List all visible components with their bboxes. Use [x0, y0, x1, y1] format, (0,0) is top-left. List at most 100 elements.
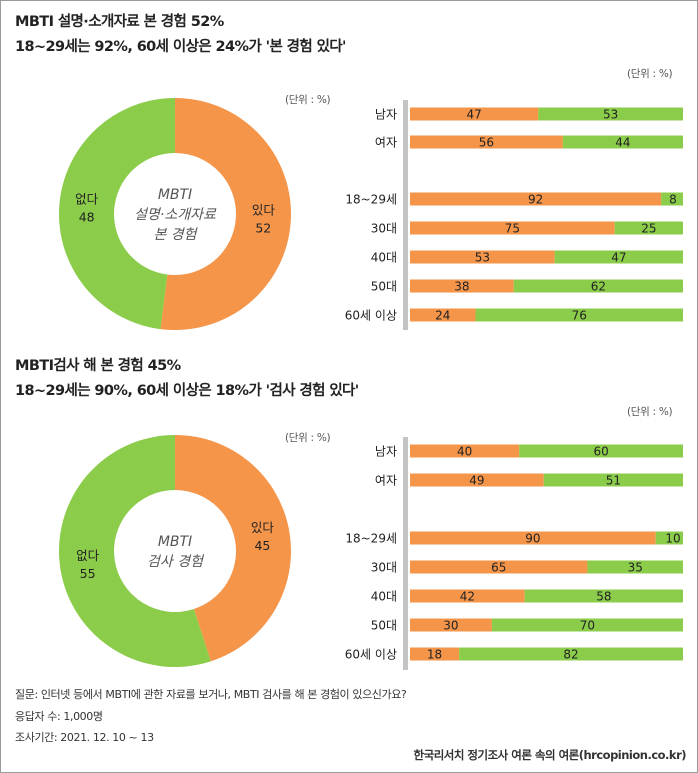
chart1-bars-bar-yes: [410, 107, 539, 121]
chart1-bars-bar-no-label: 8: [669, 193, 677, 207]
chart2-bars-bar-no: [519, 444, 683, 458]
chart2-bars-category-label: 18~29세: [345, 532, 397, 546]
chart1-bars-category-label: 18~29세: [345, 193, 397, 207]
chart2-bars-bar-no-label: 58: [596, 590, 611, 604]
chart2-bars-category-label: 남자: [375, 445, 397, 459]
chart2-bars-category-label: 40대: [371, 590, 397, 604]
chart2-pie-center-label: MBTI: [158, 534, 192, 550]
chart2-pie-slice-value: 55: [80, 566, 96, 581]
chart2-bars-bar-yes-label: 18: [427, 648, 442, 662]
chart1-pie-slice-label: 있다: [252, 203, 276, 218]
chart2-title: MBTI검사 해 본 경험 45%: [15, 358, 181, 374]
chart1-bars-bar-no: [661, 192, 683, 206]
chart2-bars-bar-yes: [410, 589, 525, 603]
chart1-bars-bar-no-label: 44: [615, 136, 630, 150]
chart1-bars-bar-no: [614, 221, 683, 235]
chart1-bars-bar-yes: [410, 308, 476, 322]
chart1-bars-bar-yes-label: 56: [479, 136, 494, 150]
chart1-bars-category-label: 여자: [375, 136, 397, 150]
chart1-pie-slice-no: [59, 98, 175, 330]
chart1-bars-bar-yes-label: 47: [467, 108, 482, 122]
chart1-bars-category-label: 30대: [371, 222, 397, 236]
chart1-bars-category-label: 50대: [371, 280, 397, 294]
chart1-pie-slice-value: 48: [79, 209, 95, 224]
chart1-bars-bar-yes-label: 53: [475, 251, 490, 265]
chart1-bars-bar-yes-label: 92: [528, 193, 543, 207]
chart1-bars-bar-yes-label: 38: [454, 280, 469, 294]
chart2-bars-bar-no: [491, 618, 683, 632]
chart1-bars-bar-yes-label: 75: [505, 222, 520, 236]
chart1-bars-category-label: 남자: [375, 108, 397, 122]
chart2-bars-bar-yes-label: 90: [525, 532, 540, 546]
chart1-bars-bar-no-label: 47: [611, 251, 626, 265]
chart2-bars-bar-yes: [410, 444, 520, 458]
chart2-bars-category-label: 30대: [371, 561, 397, 575]
chart1-bars-bar-no: [554, 250, 683, 264]
chart2-bars-bar-no: [655, 531, 683, 545]
chart2-bars-category-label: 여자: [375, 474, 397, 488]
chart2-pie-slice-label: 있다: [251, 520, 275, 535]
chart1-pie-center-label: 본 경험: [153, 227, 198, 243]
chart1-pie-unit: (단위 : %): [285, 94, 331, 106]
chart1-bars-category-label: 40대: [371, 251, 397, 265]
chart1-bars-bar-no-label: 62: [591, 280, 606, 294]
chart2-bars-bar-no-label: 35: [628, 561, 643, 575]
chart2-bars-bar-yes: [410, 473, 544, 487]
chart2-bars-bar-no: [459, 647, 683, 661]
chart1-pie-slice-value: 52: [255, 221, 271, 236]
chart1-bars-bar-no-label: 25: [641, 222, 656, 236]
chart2-pie-unit: (단위 : %): [285, 432, 331, 444]
chart2-bars-axis-line: [403, 437, 408, 670]
chart2-bars-bar-no: [587, 560, 683, 574]
chart2-bars-bar-yes-label: 42: [460, 590, 475, 604]
chart1-bar-unit: (단위 : %): [627, 68, 673, 80]
chart2-bars-bar-yes-label: 30: [443, 619, 458, 633]
chart2-pie-slice-yes: [175, 435, 291, 662]
chart1-bars-bar-no: [475, 308, 683, 322]
chart1-bars-bar-yes-label: 24: [435, 309, 450, 323]
footer-source: 한국리서치 정기조사 여론 속의 여론(hrcopinion.co.kr): [413, 748, 687, 762]
chart2-bars-bar-yes: [410, 618, 492, 632]
chart1-bars-bar-yes: [410, 250, 555, 264]
chart1-bars-axis-line: [403, 100, 408, 330]
chart1-subtitle: 18~29세는 92%, 60세 이상은 24%가 '본 경험 있다': [15, 39, 347, 55]
chart2-bars-bar-yes: [410, 647, 460, 661]
chart2-bars-bar-no: [524, 589, 683, 603]
footer-period: 조사기간: 2021. 12. 10 ~ 13: [15, 731, 154, 744]
chart2-bars-category-label: 60세 이상: [345, 648, 397, 662]
chart2-bars-bar-no-label: 60: [593, 445, 608, 459]
chart1-bars-bar-no-label: 53: [603, 108, 618, 122]
chart2-bars-bar-no-label: 51: [606, 474, 621, 488]
chart1-bars-bar-yes: [410, 135, 563, 149]
chart2-bars-bar-yes: [410, 531, 656, 545]
chart1-bars-bar-yes: [410, 221, 615, 235]
chart1-bars-bar-no: [538, 107, 683, 121]
chart2-pie-slice-no: [58, 435, 211, 667]
chart2-bars-bar-yes: [410, 560, 588, 574]
chart2-bars-bar-no-label: 10: [665, 532, 680, 546]
chart1-title: MBTI 설명·소개자료 본 경험 52%: [15, 14, 224, 30]
chart2-bars-bar-no-label: 70: [580, 619, 595, 633]
chart1-bars-bar-no-label: 76: [572, 309, 587, 323]
chart2-bar-unit: (단위 : %): [627, 406, 673, 418]
chart2-bars-category-label: 50대: [371, 619, 397, 633]
footer-question: 질문: 인터넷 등에서 MBTI에 관한 자료를 보거나, MBTI 검사를 해…: [15, 688, 407, 701]
chart1-bars-category-label: 60세 이상: [345, 309, 397, 323]
chart2-bars-bar-yes-label: 65: [491, 561, 506, 575]
chart1-bars-bar-no: [562, 135, 683, 149]
chart2-bars-bar-no: [543, 473, 683, 487]
chart1-pie-center-label: 설명·소개자료: [134, 207, 217, 223]
chart1-pie-slice-label: 없다: [75, 191, 99, 206]
chart2-pie-slice-value: 45: [254, 538, 270, 553]
chart1-bars-bar-yes: [410, 192, 662, 206]
chart2-bars-bar-yes-label: 49: [469, 474, 484, 488]
chart1-bars-bar-yes: [410, 279, 514, 293]
chart2-pie-center-label: 검사 경험: [147, 554, 205, 570]
chart1-pie-slice-yes: [160, 98, 292, 331]
chart1-pie-center-label: MBTI: [158, 187, 192, 203]
chart2-bars-bar-yes-label: 40: [457, 445, 472, 459]
chart2-pie-slice-label: 없다: [76, 548, 100, 563]
chart2-bars-bar-no-label: 82: [563, 648, 578, 662]
footer-respondents: 응답자 수: 1,000명: [15, 710, 103, 723]
